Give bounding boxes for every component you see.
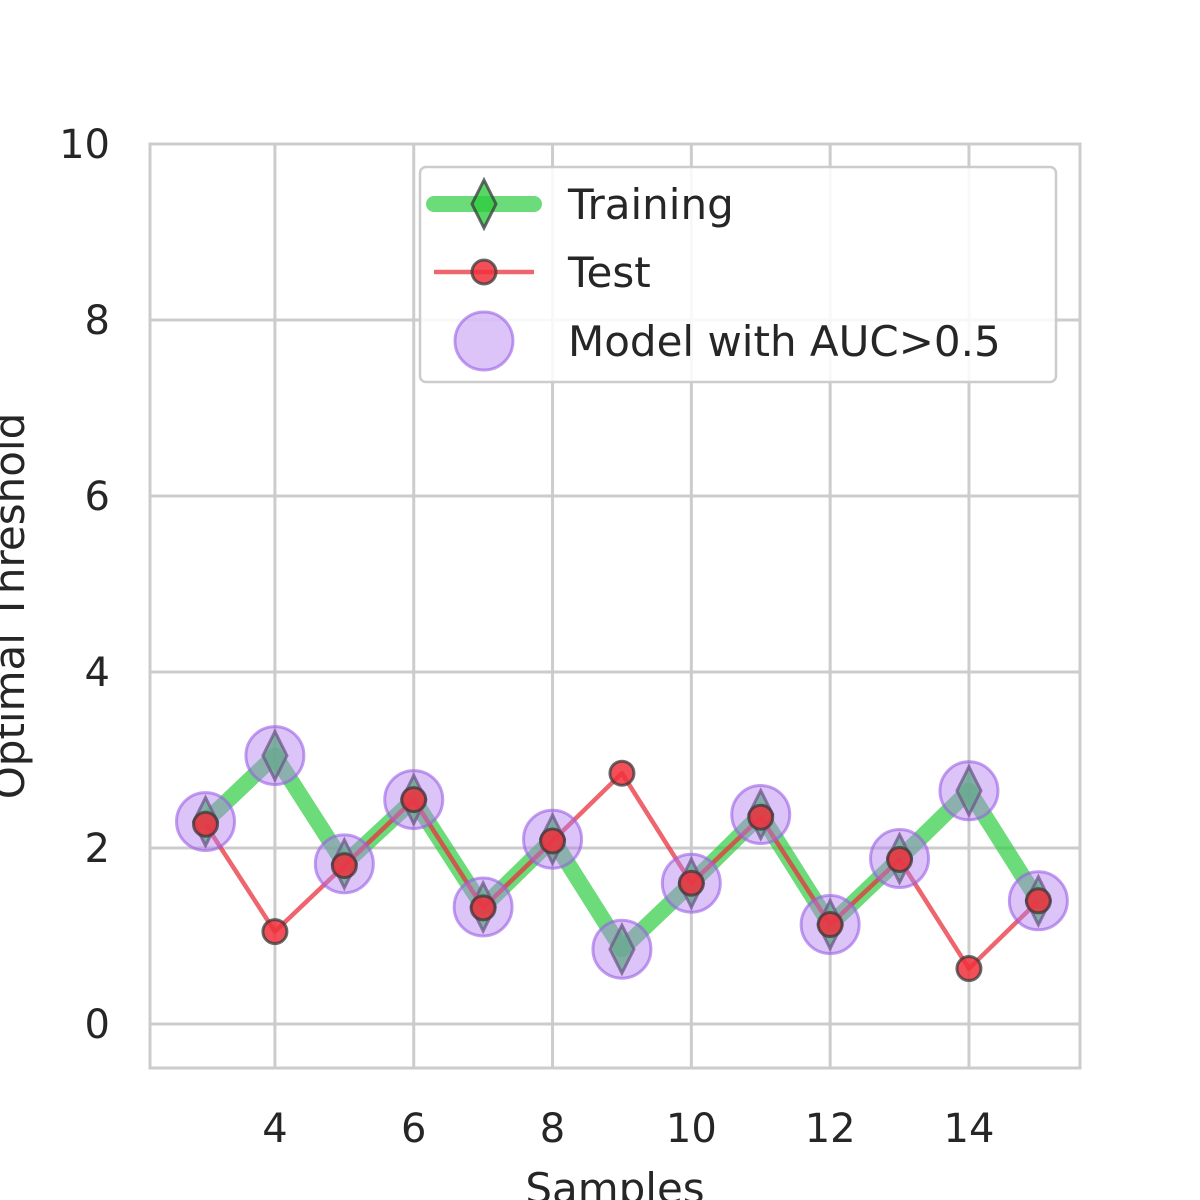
legend-model-circle-icon bbox=[453, 310, 515, 372]
test-point bbox=[747, 803, 775, 831]
legend-test-circle-icon bbox=[470, 258, 498, 286]
test-point bbox=[955, 955, 983, 983]
x-tick-label: 10 bbox=[666, 1106, 717, 1152]
legend: Training Test Model with AUC>0.5 bbox=[418, 165, 1058, 384]
test-point bbox=[330, 852, 358, 880]
y-tick-label: 0 bbox=[85, 1002, 110, 1048]
test-point bbox=[261, 918, 289, 946]
y-axis-label: Optimal Threshold bbox=[0, 413, 34, 800]
y-tick-label: 4 bbox=[85, 650, 110, 696]
test-point bbox=[608, 759, 636, 787]
test-point bbox=[886, 845, 914, 873]
model-auc-point bbox=[938, 760, 1000, 822]
x-axis-label: Samples bbox=[525, 1164, 704, 1200]
training-point bbox=[261, 728, 289, 783]
legend-test-label: Test bbox=[567, 248, 651, 297]
training-point bbox=[955, 763, 983, 819]
test-point bbox=[677, 869, 705, 897]
x-tick-label: 12 bbox=[805, 1106, 856, 1152]
y-ticks: 0 2 4 6 8 10 bbox=[59, 122, 110, 1048]
y-tick-label: 10 bbox=[59, 122, 110, 168]
test-point bbox=[539, 827, 567, 855]
legend-box bbox=[418, 165, 1058, 384]
plot-frame bbox=[148, 142, 1082, 1070]
test-point bbox=[816, 911, 844, 939]
test-point bbox=[469, 894, 497, 922]
test-point bbox=[400, 786, 428, 814]
y-tick-label: 2 bbox=[85, 826, 110, 872]
legend-model-label: Model with AUC>0.5 bbox=[568, 317, 1001, 366]
x-tick-label: 4 bbox=[262, 1106, 287, 1152]
series-layer bbox=[175, 725, 1069, 983]
y-tick-label: 6 bbox=[85, 474, 110, 520]
legend-training-label: Training bbox=[567, 180, 734, 229]
test-point bbox=[1024, 887, 1052, 915]
model-auc-point bbox=[591, 918, 653, 980]
model-auc-point bbox=[244, 725, 306, 787]
x-ticks: 4 6 8 10 12 14 bbox=[262, 1106, 994, 1152]
legend-training-diamond-icon bbox=[470, 176, 498, 232]
training-point bbox=[608, 921, 636, 977]
x-tick-label: 6 bbox=[401, 1106, 426, 1152]
y-tick-label: 8 bbox=[85, 298, 110, 344]
x-tick-label: 14 bbox=[944, 1106, 995, 1152]
x-tick-label: 8 bbox=[540, 1106, 565, 1152]
test-point bbox=[192, 810, 220, 838]
